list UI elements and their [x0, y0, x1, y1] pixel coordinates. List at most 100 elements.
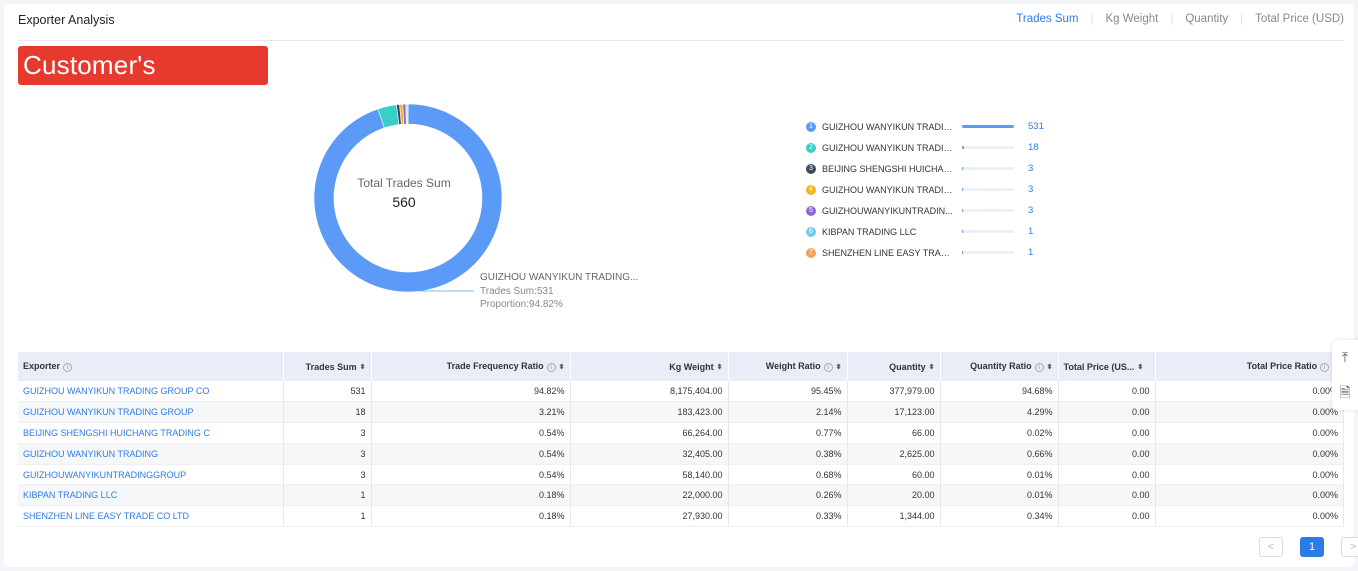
- table-cell: 3: [283, 443, 372, 465]
- legend-item-label: SHENZHEN LINE EASY TRADE...: [822, 247, 954, 258]
- panel-title: Exporter Analysis: [18, 13, 115, 27]
- col-quantity[interactable]: Quantity ⬍: [847, 352, 941, 381]
- table-cell: 58,140.00: [570, 464, 729, 486]
- legend-item[interactable]: 4 GUIZHOU WANYIKUN TRADING 3: [806, 179, 1044, 200]
- table-cell: 0.00%: [1155, 484, 1344, 507]
- donut-slice[interactable]: [406, 103, 409, 125]
- table-cell: 0.01%: [940, 464, 1059, 486]
- table-row[interactable]: GUIZHOU WANYIKUN TRADING GROUP CO 531 94.8…: [18, 381, 1344, 403]
- table-row[interactable]: GUIZHOU WANYIKUN TRADING GROUP 18 3.21% 183…: [18, 401, 1344, 424]
- back-to-top-icon[interactable]: ⤒: [1341, 349, 1349, 365]
- col-weight-ratio[interactable]: Weight Ratio i ⬍: [728, 352, 848, 381]
- table-cell: 0.54%: [371, 443, 571, 465]
- col-quantity-ratio[interactable]: Quantity Ratio i ⬍: [940, 352, 1059, 381]
- document-search-icon[interactable]: 🗎: [1339, 384, 1351, 400]
- sort-icon[interactable]: ⬍: [716, 364, 723, 372]
- tab-total-price[interactable]: Total Price (USD): [1255, 13, 1344, 25]
- prev-page-button[interactable]: <: [1259, 537, 1283, 557]
- col-trade-frequency-ratio[interactable]: Trade Frequency Ratio i ⬍: [371, 352, 571, 381]
- sort-icon[interactable]: ⬍: [1137, 364, 1144, 372]
- col-trade-frequency-label: Trade Frequency Ratio: [446, 361, 544, 372]
- info-icon[interactable]: i: [823, 362, 833, 372]
- donut-callout: GUIZHOU WANYIKUN TRADING... Trades Sum:5…: [480, 271, 638, 312]
- table-row[interactable]: KIBPAN TRADING LLC 1 0.18% 22,000.00 0.26% 20…: [18, 484, 1344, 507]
- table-cell: 66,264.00: [570, 422, 729, 444]
- rank-badge: 2: [806, 142, 816, 153]
- table-cell: 0.54%: [371, 464, 571, 486]
- tab-quantity[interactable]: Quantity: [1185, 13, 1229, 25]
- donut-chart[interactable]: [308, 98, 508, 298]
- legend-item[interactable]: 2 GUIZHOU WANYIKUN TRADIN... 18: [806, 137, 1044, 158]
- table-cell: 1,344.00: [847, 505, 941, 528]
- table-row[interactable]: BEIJING SHENGSHI HUICHANG TRADING C 3 0.54…: [18, 422, 1344, 444]
- table-cell: 0.00: [1058, 484, 1156, 507]
- info-icon[interactable]: i: [63, 362, 73, 372]
- legend-item-value: 1: [1028, 247, 1034, 258]
- legend-item-value: 1: [1028, 226, 1034, 237]
- donut-center-value: 560: [392, 194, 416, 210]
- tab-trades-sum[interactable]: Trades Sum: [1016, 13, 1079, 25]
- table-cell: 60.00: [847, 464, 941, 486]
- col-kg-weight-label: Kg Weight: [669, 361, 714, 372]
- exporter-link[interactable]: GUIZHOU WANYIKUN TRADING GROUP: [18, 401, 284, 424]
- legend-bar-fill: [962, 188, 964, 191]
- donut-center-label: Total Trades Sum: [357, 176, 451, 190]
- legend-item[interactable]: 7 SHENZHEN LINE EASY TRADE... 1: [806, 242, 1044, 263]
- legend-bar: [962, 146, 1014, 149]
- legend-item[interactable]: 1 GUIZHOU WANYIKUN TRADIN... 531: [806, 116, 1044, 137]
- rank-badge: 3: [806, 163, 816, 174]
- header-divider: [18, 40, 1344, 41]
- table-row[interactable]: GUIZHOUWANYIKUNTRADINGGROUP 3 0.54% 58,140.…: [18, 464, 1344, 486]
- col-exporter-label: Exporter: [23, 361, 61, 372]
- col-total-price-ratio-label: Total Price Ratio: [1246, 361, 1318, 372]
- customers-suppliers-banner: Customer's Suppliers: [18, 46, 268, 119]
- info-icon[interactable]: i: [1320, 362, 1330, 372]
- col-kg-weight[interactable]: Kg Weight ⬍: [570, 352, 729, 381]
- col-total-price[interactable]: Total Price (US... ⬍: [1058, 352, 1156, 381]
- exporter-link[interactable]: GUIZHOU WANYIKUN TRADING: [18, 443, 284, 465]
- col-trades-sum-label: Trades Sum: [305, 361, 357, 372]
- table-cell: 0.38%: [728, 443, 848, 465]
- table-cell: 0.00: [1058, 422, 1156, 444]
- tab-kg-weight[interactable]: Kg Weight: [1105, 13, 1159, 25]
- sort-icon[interactable]: ⬍: [558, 364, 565, 372]
- col-quantity-label: Quantity: [889, 361, 926, 372]
- table-cell: 32,405.00: [570, 443, 729, 465]
- sort-icon[interactable]: ⬍: [835, 364, 842, 372]
- sort-icon[interactable]: ⬍: [359, 364, 366, 372]
- legend-bar: [962, 188, 1014, 191]
- exporter-link[interactable]: BEIJING SHENGSHI HUICHANG TRADING C: [18, 422, 284, 444]
- table-row[interactable]: GUIZHOU WANYIKUN TRADING 3 0.54% 32,405.00 0…: [18, 443, 1344, 465]
- table-body: GUIZHOU WANYIKUN TRADING GROUP CO 531 94.8…: [18, 381, 1344, 528]
- table-cell: 0.00%: [1155, 401, 1344, 424]
- info-icon[interactable]: i: [546, 362, 556, 372]
- next-page-button[interactable]: >: [1341, 537, 1358, 557]
- legend-item[interactable]: 6 KIBPAN TRADING LLC 1: [806, 221, 1044, 242]
- col-trades-sum[interactable]: Trades Sum ⬍: [283, 352, 372, 381]
- sort-icon[interactable]: ⬍: [928, 364, 935, 372]
- exporter-link[interactable]: SHENZHEN LINE EASY TRADE CO LTD: [18, 505, 284, 528]
- table-cell: 95.45%: [728, 381, 848, 403]
- table-cell: 17,123.00: [847, 401, 941, 424]
- exporter-link[interactable]: GUIZHOUWANYIKUNTRADINGGROUP: [18, 464, 284, 486]
- legend-item[interactable]: 3 BEIJING SHENGSHI HUICHAN... 3: [806, 158, 1044, 179]
- rank-badge: 4: [806, 184, 816, 195]
- donut-slice[interactable]: [313, 103, 503, 293]
- legend-item-label: BEIJING SHENGSHI HUICHAN...: [822, 163, 954, 174]
- exporter-link[interactable]: KIBPAN TRADING LLC: [18, 484, 284, 507]
- page-1-button[interactable]: 1: [1300, 537, 1324, 557]
- table-cell: 0.00%: [1155, 505, 1344, 528]
- exporter-analysis-panel: Exporter Analysis Trades Sum | Kg Weight…: [4, 4, 1358, 567]
- table-cell: 1: [283, 505, 372, 528]
- info-icon[interactable]: i: [1034, 362, 1044, 372]
- table-cell: 0.00: [1058, 401, 1156, 424]
- legend-item[interactable]: 5 GUIZHOUWANYIKUNTRADIN... 3: [806, 200, 1044, 221]
- table-cell: 20.00: [847, 484, 941, 507]
- sort-icon[interactable]: ⬍: [1046, 364, 1053, 372]
- table-cell: 3: [283, 464, 372, 486]
- table-row[interactable]: SHENZHEN LINE EASY TRADE CO LTD 1 0.18% 27,…: [18, 505, 1344, 528]
- table-cell: 0.00%: [1155, 464, 1344, 486]
- col-exporter[interactable]: Exporter i: [18, 352, 284, 381]
- exporter-link[interactable]: GUIZHOU WANYIKUN TRADING GROUP CO: [18, 381, 284, 403]
